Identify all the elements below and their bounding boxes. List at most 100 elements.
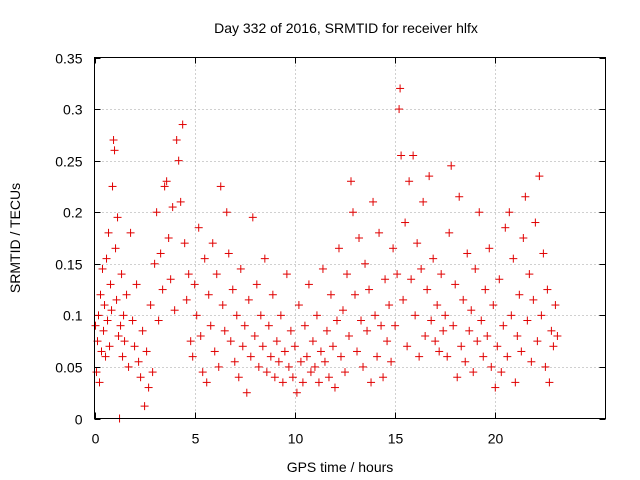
- data-point: [399, 295, 408, 304]
- data-point: [369, 197, 378, 206]
- data-point: [180, 239, 189, 248]
- data-point: [421, 331, 430, 340]
- data-point: [521, 192, 530, 201]
- data-point: [381, 275, 390, 284]
- data-point: [338, 306, 347, 315]
- data-point: [91, 321, 100, 330]
- data-point: [310, 362, 319, 371]
- data-point: [142, 347, 151, 356]
- data-point: [367, 378, 376, 387]
- data-point: [306, 368, 315, 377]
- data-point: [489, 301, 498, 310]
- axis-ticks: 0 0.05 0.1 0.15 0.2 0.25 0.3 0.35 0 5 10 15 20: [55, 51, 606, 447]
- data-point: [166, 275, 175, 284]
- data-point: [495, 275, 504, 284]
- data-point: [361, 259, 370, 268]
- data-point: [513, 331, 522, 340]
- data-point: [304, 280, 313, 289]
- data-point: [417, 264, 426, 273]
- data-point: [385, 301, 394, 310]
- data-point: [190, 280, 199, 289]
- data-point: [112, 295, 121, 304]
- data-point: [531, 218, 540, 227]
- data-point: [403, 342, 412, 351]
- data-point: [200, 254, 209, 263]
- data-point: [473, 337, 482, 346]
- data-point: [336, 352, 345, 361]
- data-point: [459, 295, 468, 304]
- data-point: [393, 270, 402, 279]
- data-points: [91, 84, 562, 423]
- data-point: [537, 311, 546, 320]
- data-point: [451, 280, 460, 289]
- data-point: [194, 223, 203, 232]
- data-point: [99, 326, 108, 335]
- data-point: [186, 337, 195, 346]
- data-point: [300, 321, 309, 330]
- data-point: [491, 383, 500, 392]
- data-point: [469, 368, 478, 377]
- data-point: [387, 357, 396, 366]
- data-point: [222, 208, 231, 217]
- data-point: [455, 192, 464, 201]
- data-point: [471, 264, 480, 273]
- data-point: [316, 347, 325, 356]
- data-point: [413, 239, 422, 248]
- data-point: [497, 368, 506, 377]
- data-point: [268, 290, 277, 299]
- data-point: [427, 316, 436, 325]
- y-tick-label: 0.2: [63, 205, 83, 221]
- data-point: [479, 352, 488, 361]
- data-point: [525, 270, 534, 279]
- data-point: [266, 352, 275, 361]
- data-point: [326, 290, 335, 299]
- data-point: [519, 234, 528, 242]
- data-point: [467, 306, 476, 315]
- data-point: [119, 311, 128, 320]
- data-point: [405, 177, 414, 186]
- data-point: [401, 218, 410, 227]
- data-point: [302, 352, 311, 361]
- data-point: [443, 352, 452, 361]
- y-tick-label: 0.05: [55, 360, 82, 376]
- data-point: [244, 295, 253, 304]
- data-point: [134, 357, 143, 366]
- data-point: [318, 264, 327, 273]
- data-point: [543, 285, 552, 294]
- data-point: [224, 249, 233, 258]
- data-point: [449, 321, 458, 330]
- data-point: [435, 347, 444, 356]
- data-point: [206, 321, 215, 330]
- data-point: [94, 311, 103, 320]
- data-point: [108, 182, 117, 191]
- data-point: [130, 342, 139, 351]
- data-point: [150, 259, 159, 268]
- data-point: [425, 172, 434, 181]
- x-tick-label: 10: [288, 431, 304, 447]
- data-point: [260, 254, 269, 263]
- data-point: [284, 362, 293, 371]
- data-point: [499, 321, 508, 330]
- data-point: [429, 254, 438, 263]
- chart-title: Day 332 of 2016, SRMTID for receiver hlf…: [214, 20, 478, 36]
- data-point: [324, 373, 333, 382]
- data-point: [160, 182, 169, 191]
- data-point: [342, 270, 351, 279]
- data-point: [377, 321, 386, 330]
- data-point: [349, 208, 358, 217]
- data-point: [493, 342, 502, 351]
- data-point: [330, 383, 339, 392]
- data-point: [328, 342, 337, 351]
- grid: [94, 57, 606, 419]
- data-point: [549, 342, 558, 351]
- data-point: [152, 208, 161, 217]
- data-point: [529, 295, 538, 304]
- data-point: [397, 151, 406, 160]
- data-point: [533, 337, 542, 346]
- data-point: [487, 362, 496, 371]
- data-point: [105, 342, 114, 351]
- data-point: [192, 311, 201, 320]
- data-point: [140, 402, 149, 411]
- data-point: [122, 290, 131, 299]
- data-point: [286, 326, 295, 335]
